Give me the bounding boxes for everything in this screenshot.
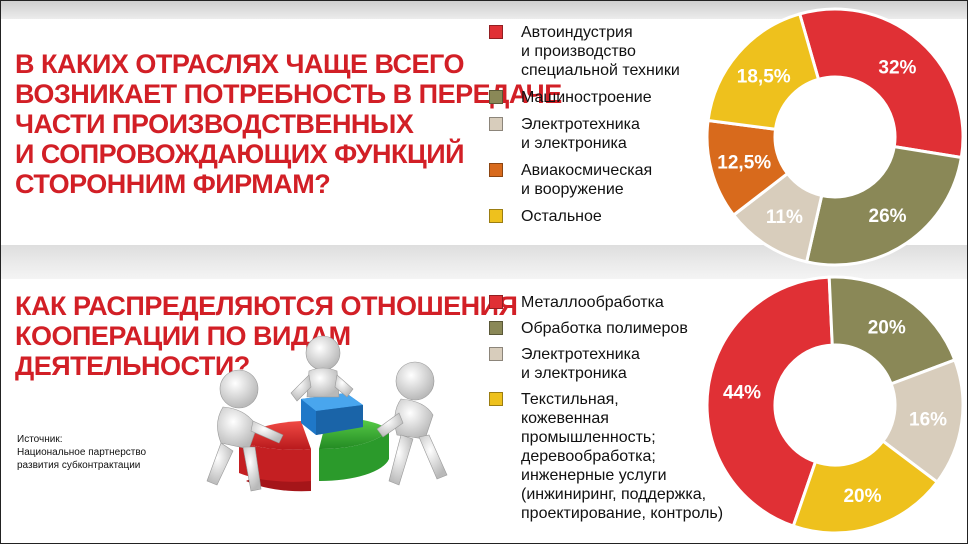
legend-label: Остальное [521, 208, 602, 225]
legend-label: Текстильная, [521, 391, 619, 408]
legend-label: Автоиндустрия [521, 24, 633, 41]
legend-label: и электроника [521, 365, 627, 382]
legend-swatch [489, 163, 503, 177]
legend-swatch [489, 392, 503, 406]
source-line: Национальное партнерство [17, 447, 147, 458]
donut-value-label: 18,5% [737, 67, 791, 88]
source-note: Источник: Национальное партнерство разви… [17, 433, 146, 472]
figure-top [290, 335, 354, 402]
chart1-legend: Автоиндустрия и производство специальной т… [487, 23, 707, 234]
donut-slice [791, 439, 940, 535]
legend-swatch [489, 347, 503, 361]
question2-line: кооперации по видам [15, 321, 351, 351]
donut-value-label: 11% [766, 207, 803, 228]
chart2-donut: 44% 20% 16% 20% [705, 275, 965, 535]
legend-label: промышленность; [521, 429, 656, 446]
donut-slice [706, 12, 821, 131]
legend-label: Авиакосмическая [521, 162, 653, 179]
legend-swatch [489, 25, 503, 39]
legend-item: Автоиндустрия и производство специальной т… [487, 23, 707, 80]
legend-label: инженерные услуги [521, 467, 667, 484]
donut-slice [705, 275, 834, 528]
legend-swatch [489, 295, 503, 309]
donut-value-label: 44% [723, 383, 761, 404]
question-title-1: В каких отраслях чаще всего возникает по… [15, 49, 562, 199]
legend-label: кожевенная [521, 410, 609, 427]
donut-value-label: 20% [868, 318, 906, 339]
donut-slice [804, 144, 964, 267]
people-pie-illustration [206, 335, 448, 492]
source-line: Источник: [17, 434, 63, 445]
legend-item: Электротехника и электроника [487, 345, 727, 383]
donut-value-label: 26% [869, 206, 907, 227]
legend-label: и производство [521, 43, 636, 60]
source-line: развития субконтрактации [17, 460, 141, 471]
donut-value-label: 16% [909, 409, 947, 430]
legend-item: Машиностроение [487, 88, 707, 107]
legend-swatch [489, 117, 503, 131]
legend-label: специальной техники [521, 62, 680, 79]
header-band [1, 1, 967, 19]
figure-right [376, 361, 448, 486]
legend-label: и вооружение [521, 181, 624, 198]
question-title-2: Как распределяются отношения кооперации … [15, 291, 518, 381]
legend-item: Авиакосмическая и вооружение [487, 161, 707, 199]
question1-line: сторонним фирмам? [15, 169, 331, 199]
question2-line: Как распределяются отношения [15, 291, 518, 321]
figure-left [206, 369, 284, 492]
legend-label: и электроника [521, 135, 627, 152]
legend-swatch [489, 90, 503, 104]
legend-label: Металлообработка [521, 294, 664, 311]
legend-item: Обработка полимеров [487, 319, 727, 338]
legend-label: Электротехника [521, 116, 640, 133]
legend-label: деревообработка; [521, 448, 656, 465]
question1-line: возникает потребность в передаче [15, 79, 562, 109]
question1-line: части производственных [15, 109, 414, 139]
donut-slice [827, 275, 957, 386]
pie-piece-blue [301, 393, 363, 435]
question2-line: деятельности? [15, 351, 250, 381]
donut-value-label: 20% [843, 486, 881, 507]
legend-swatch [489, 321, 503, 335]
chart1-donut: 32% 26% 11% 12,5% 18,5% [705, 7, 965, 267]
donut-value-label: 12,5% [717, 152, 771, 173]
legend-label: Обработка полимеров [521, 320, 688, 337]
question1-line: В каких отраслях чаще всего [15, 49, 464, 79]
legend-item: Текстильная, кожевенная промышленность; дер… [487, 390, 727, 523]
legend-item: Электротехника и электроника [487, 115, 707, 153]
legend-label: проектирование, контроль) [521, 505, 724, 522]
legend-label: Электротехника [521, 346, 640, 363]
chart2-legend: Металлообработка Обработка полимеров Элект… [487, 293, 727, 530]
legend-item: Остальное [487, 207, 707, 226]
legend-item: Металлообработка [487, 293, 727, 312]
donut-value-label: 32% [878, 58, 916, 79]
donut-slice [797, 7, 965, 160]
legend-label: (инжиниринг, поддержка, [521, 486, 707, 503]
legend-label: Машиностроение [521, 89, 652, 106]
question1-line: и сопровождающих функций [15, 139, 465, 169]
legend-swatch [489, 209, 503, 223]
